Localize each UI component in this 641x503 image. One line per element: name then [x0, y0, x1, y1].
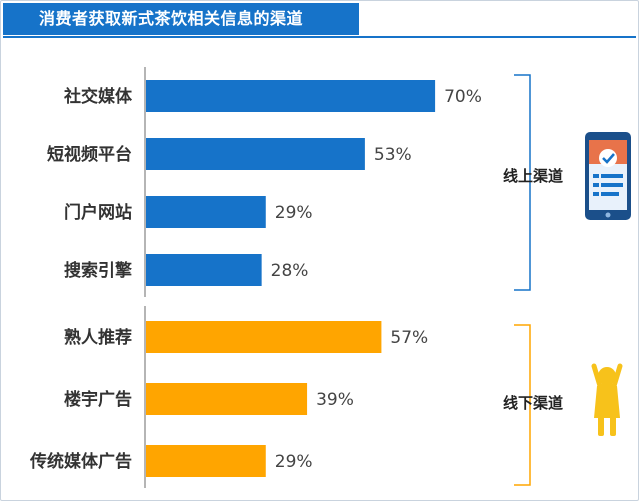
bar-7 [146, 445, 266, 477]
chart-title: 消费者获取新式茶饮相关信息的渠道 [3, 3, 359, 35]
value-label-2: 53% [374, 145, 412, 165]
value-label-3: 29% [275, 203, 313, 223]
value-label-1: 70% [444, 87, 482, 107]
group-bracket-2 [514, 324, 531, 486]
category-label-7: 传统媒体广告 [29, 451, 132, 472]
value-label-5: 57% [390, 328, 428, 348]
value-label-6: 39% [316, 390, 354, 410]
group-bracket-1 [514, 74, 531, 291]
cheering-person-icon [591, 363, 623, 436]
bar-4 [146, 254, 262, 286]
bar-6 [146, 383, 308, 415]
group-label-2: 线下渠道 [503, 394, 563, 412]
title-underline [3, 36, 636, 38]
category-label-5: 熟人推荐 [64, 327, 132, 348]
value-label-4: 28% [271, 261, 309, 281]
bar-3 [146, 196, 266, 228]
bar-5 [146, 321, 382, 353]
group-label-1: 线上渠道 [503, 167, 563, 185]
category-label-3: 门户网站 [64, 202, 132, 223]
category-label-1: 社交媒体 [63, 86, 133, 107]
bar-2 [146, 138, 365, 170]
category-label-2: 短视频平台 [47, 144, 132, 165]
category-label-4: 搜索引擎 [64, 260, 133, 281]
tablet-checklist-icon [585, 132, 631, 220]
value-label-7: 29% [275, 452, 313, 472]
category-label-6: 楼宇广告 [64, 389, 132, 410]
bar-1 [146, 80, 436, 112]
